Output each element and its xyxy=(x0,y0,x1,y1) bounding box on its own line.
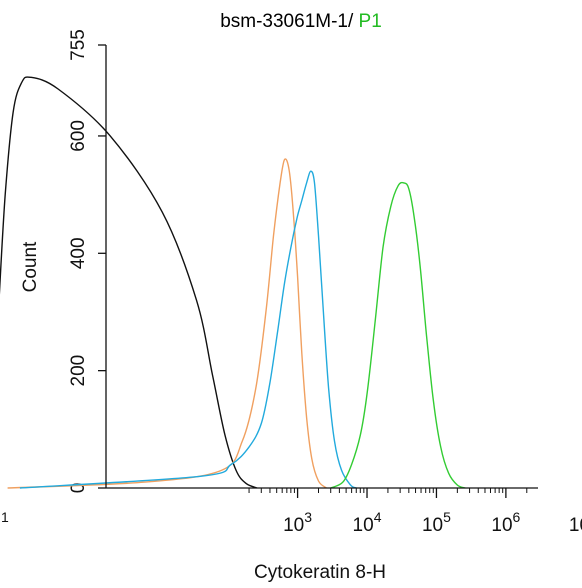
x-tick-label: 104 xyxy=(353,509,382,536)
histogram-curves xyxy=(0,76,466,489)
x-tick-label: 103 xyxy=(283,509,312,536)
x-tick-label: -102.1 xyxy=(0,509,9,536)
x-tick-label: 106 xyxy=(491,509,520,536)
y-tick-label: 755 xyxy=(68,29,89,61)
y-tick-label: 600 xyxy=(68,120,89,152)
y-axis-ticks: 0 200 400 600 755 xyxy=(68,29,106,493)
series-3-curve xyxy=(19,170,357,489)
x-axis-label: Cytokeratin 8-H xyxy=(254,562,386,583)
chart-title-gate: P1 xyxy=(359,11,382,32)
y-tick-label: 0 xyxy=(68,483,89,494)
chart-title-prefix: bsm-33061M-1/ xyxy=(220,11,358,32)
y-tick-label: 400 xyxy=(68,237,89,269)
series-1-curve xyxy=(0,76,258,489)
series-4-curve xyxy=(330,181,466,489)
x-tick-label: 107.2 xyxy=(569,509,582,536)
y-tick-label: 200 xyxy=(68,355,89,387)
x-axis-ticks: -102.1 103 104 105 106 107.2 xyxy=(0,488,582,536)
y-axis-label: Count xyxy=(20,241,41,292)
x-tick-label: 105 xyxy=(422,509,451,536)
chart-title: bsm-33061M-1/ P1 xyxy=(220,11,382,32)
